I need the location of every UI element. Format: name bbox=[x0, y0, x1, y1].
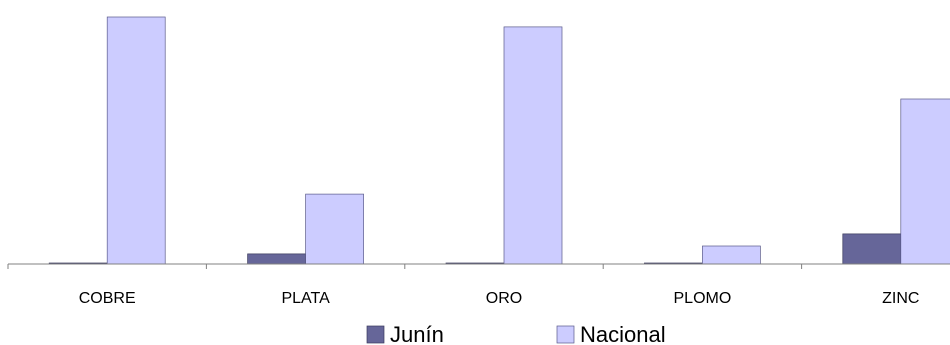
legend-label-nacional: Nacional bbox=[580, 322, 666, 345]
bar-nacional-zinc bbox=[900, 98, 950, 265]
x-tick-label-cobre: COBRE bbox=[79, 290, 136, 307]
bar-nacional-plata bbox=[305, 193, 364, 265]
x-axis-ticks bbox=[7, 264, 803, 269]
x-tick-label-oro: ORO bbox=[486, 290, 522, 307]
bar-jun-n-zinc bbox=[842, 233, 902, 265]
x-axis-tick-labels: COBRE PLATA ORO PLOMO ZINC bbox=[79, 290, 920, 307]
x-tick-label-plomo: PLOMO bbox=[674, 290, 732, 307]
bar-nacional-oro bbox=[503, 26, 563, 265]
bars-group bbox=[48, 16, 950, 265]
legend-swatch-nacional bbox=[556, 325, 575, 344]
legend-label-jun-n: Junín bbox=[390, 322, 444, 345]
legend-swatch-jun-n bbox=[366, 325, 385, 344]
bar-nacional-cobre bbox=[106, 16, 166, 265]
x-tick-label-zinc: ZINC bbox=[882, 290, 919, 307]
legend: Junín Nacional bbox=[366, 322, 666, 345]
x-tick-label-plata: PLATA bbox=[281, 290, 330, 307]
bar-jun-n-plata bbox=[247, 253, 306, 265]
bar-nacional-plomo bbox=[702, 245, 761, 265]
